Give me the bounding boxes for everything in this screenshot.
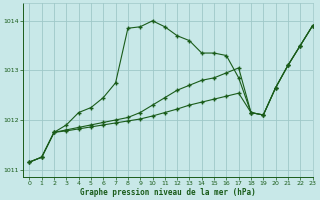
X-axis label: Graphe pression niveau de la mer (hPa): Graphe pression niveau de la mer (hPa) — [80, 188, 256, 197]
